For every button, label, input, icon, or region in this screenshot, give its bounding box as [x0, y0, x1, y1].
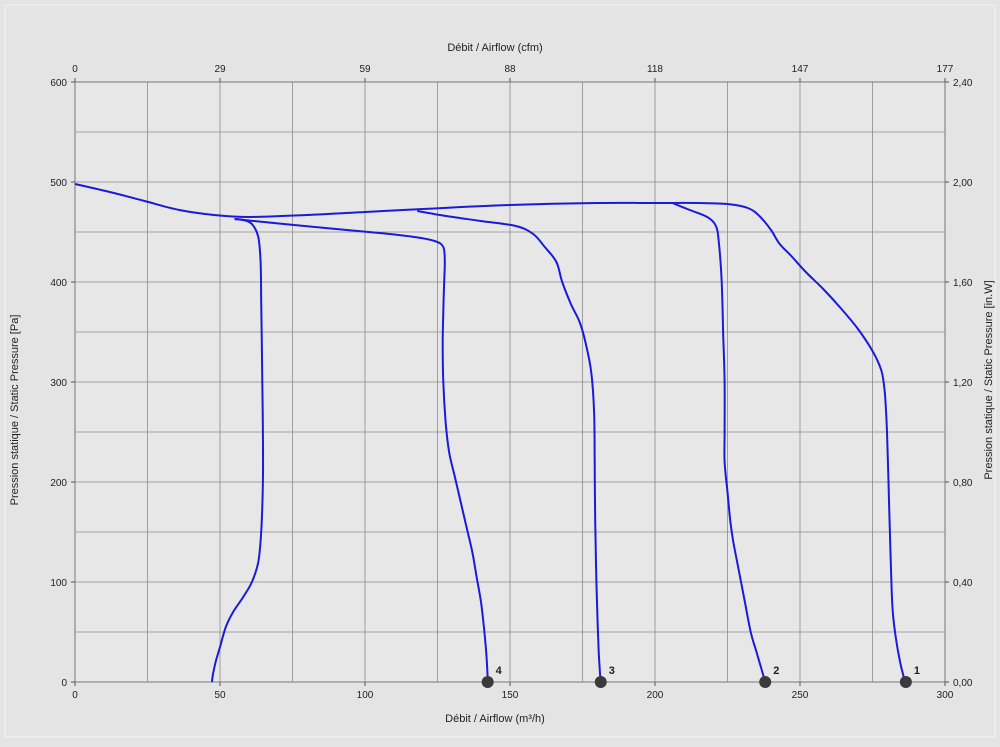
series-marker-3 — [594, 676, 607, 688]
y-tick-label-right: 2,00 — [953, 178, 973, 189]
series-label-2: 2 — [773, 665, 779, 677]
x-tick-label-bottom: 50 — [214, 690, 226, 701]
y-tick-label-right: 0,00 — [953, 678, 973, 689]
y-tick-label-left: 300 — [50, 378, 67, 389]
gridlines — [75, 82, 945, 682]
x-tick-label-top: 147 — [792, 64, 809, 75]
series-line-3 — [417, 210, 602, 683]
series-label-3: 3 — [609, 665, 615, 677]
y-tick-label-right: 0,40 — [953, 578, 973, 589]
series-line-4 — [234, 218, 489, 683]
series-lines — [74, 183, 907, 683]
series-label-1: 1 — [914, 665, 920, 677]
x-tick-label-bottom: 200 — [647, 690, 664, 701]
series-line-1 — [74, 183, 907, 683]
series-marker-1 — [899, 676, 912, 688]
y-tick-label-right: 1,20 — [953, 378, 973, 389]
y-tick-label-left: 100 — [50, 578, 67, 589]
x-tick-label-top: 59 — [359, 64, 371, 75]
x-tick-label-top: 118 — [647, 64, 663, 75]
x-axis-top-label: Débit / Airflow (cfm) — [447, 42, 542, 54]
series-marker-4 — [481, 676, 494, 688]
y-tick-label-left: 400 — [50, 278, 67, 289]
x-tick-label-bottom: 250 — [792, 690, 809, 701]
y-tick-label-left: 200 — [50, 478, 67, 489]
y-tick-label-left: 600 — [50, 78, 67, 89]
x-tick-label-top: 177 — [937, 64, 954, 75]
x-axis-bottom-label: Débit / Airflow (m³/h) — [445, 713, 545, 725]
x-tick-label-top: 88 — [504, 64, 516, 75]
y-tick-label-left: 500 — [50, 178, 67, 189]
x-tick-label-bottom: 150 — [502, 690, 519, 701]
series-marker-2 — [759, 676, 772, 688]
x-tick-label-bottom: 100 — [357, 690, 374, 701]
y-tick-label-right: 2,40 — [953, 78, 973, 89]
series-markers: 1 2 3 4 — [481, 665, 920, 688]
series-label-4: 4 — [496, 665, 503, 677]
y-tick-label-left: 0 — [61, 678, 67, 689]
x-tick-label-bottom: 300 — [937, 690, 954, 701]
y-tick-label-right: 1,60 — [953, 278, 973, 289]
x-tick-label-top: 29 — [214, 64, 226, 75]
y-axis-right-label: Pression statique / Static Pressure [in.… — [983, 280, 995, 479]
series-line-5 — [210, 218, 265, 683]
x-tick-label-bottom: 0 — [72, 690, 78, 701]
x-tick-label-top: 0 — [72, 64, 78, 75]
y-axis-left-label: Pression statique / Static Pressure [Pa] — [9, 315, 21, 506]
y-tick-label-right: 0,80 — [953, 478, 973, 489]
series-line-2 — [672, 202, 767, 683]
